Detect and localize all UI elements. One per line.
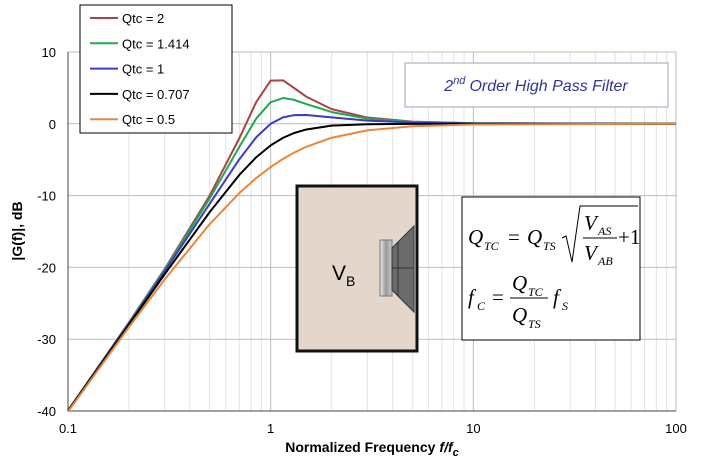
annotation-sup: nd <box>453 75 466 87</box>
x-title-text: Normalized Frequency <box>285 439 435 455</box>
q-tc-2-sub: TC <box>528 285 544 299</box>
series-line <box>67 97 677 412</box>
annotation: 2nd Order High Pass Filter <box>443 75 628 95</box>
q-tc-2: Q <box>512 271 527 295</box>
volume-label: VB <box>332 262 355 289</box>
annotation-box <box>404 62 669 108</box>
v-ab-sub: AB <box>597 254 613 268</box>
f-s-sub: S <box>562 299 568 313</box>
y-tick-label: 10 <box>42 45 56 60</box>
legend-label: Qtc = 2 <box>122 11 164 26</box>
equals-2: = <box>492 285 504 309</box>
q-tc: Q <box>468 225 483 249</box>
equation-frame <box>461 196 641 341</box>
q-ts-sub: TS <box>543 239 556 253</box>
magnet <box>379 239 393 297</box>
q-ts-2: Q <box>512 303 527 327</box>
q-ts-2-sub: TS <box>528 317 541 331</box>
legend-label: Qtc = 1 <box>122 62 164 77</box>
x-tick-label: 10 <box>466 421 480 436</box>
annotation-text: Order High Pass Filter <box>469 78 628 95</box>
y-tick-label: 0 <box>49 117 56 132</box>
series-line <box>67 122 676 412</box>
v-as-sub: AS <box>597 224 611 238</box>
y-tick-label: -40 <box>37 404 56 419</box>
y-tick-label: -30 <box>37 332 56 347</box>
y-axis-title: |G(f)|, dB <box>9 201 25 260</box>
legend-label: Qtc = 1.414 <box>122 36 190 51</box>
v: V <box>332 262 346 285</box>
y-tick-label: -10 <box>37 189 56 204</box>
x-axis-title: Normalized Frequency f/fc <box>285 439 459 459</box>
series-line <box>67 122 677 413</box>
f-c: f <box>468 285 477 309</box>
q-ts: Q <box>527 225 542 249</box>
q-tc-sub: TC <box>484 239 500 253</box>
equals: = <box>508 225 520 249</box>
f-s: f <box>553 285 562 309</box>
series-line <box>67 113 677 412</box>
v-ab: V <box>584 241 599 265</box>
plus-one: +1 <box>618 225 640 249</box>
cone-lines <box>392 242 414 296</box>
enclosure: VB <box>295 184 419 353</box>
annotation-num: 2 <box>443 78 453 95</box>
x-title-sub: c <box>453 447 459 459</box>
equation-box: Q TC = Q TS V AS V AB +1 f C = Q TC Q TS… <box>461 196 641 341</box>
v-sub: B <box>346 273 355 289</box>
v-as: V <box>584 211 599 235</box>
legend: Qtc = 2 Qtc = 1.414 Qtc = 1 Qtc = 0.707 Qtc … <box>79 4 233 134</box>
x-tick-label: 100 <box>665 421 687 436</box>
f-c-sub: C <box>477 299 486 313</box>
curves <box>67 79 677 413</box>
y-tick-label: -20 <box>37 260 56 275</box>
legend-label: Qtc = 0.5 <box>122 112 175 127</box>
legend-label: Qtc = 0.707 <box>122 87 190 102</box>
x-tick-label: 0.1 <box>59 421 77 436</box>
sqrt <box>561 205 638 263</box>
x-title-var: f/f <box>439 439 454 455</box>
x-tick-label: 1 <box>267 421 274 436</box>
